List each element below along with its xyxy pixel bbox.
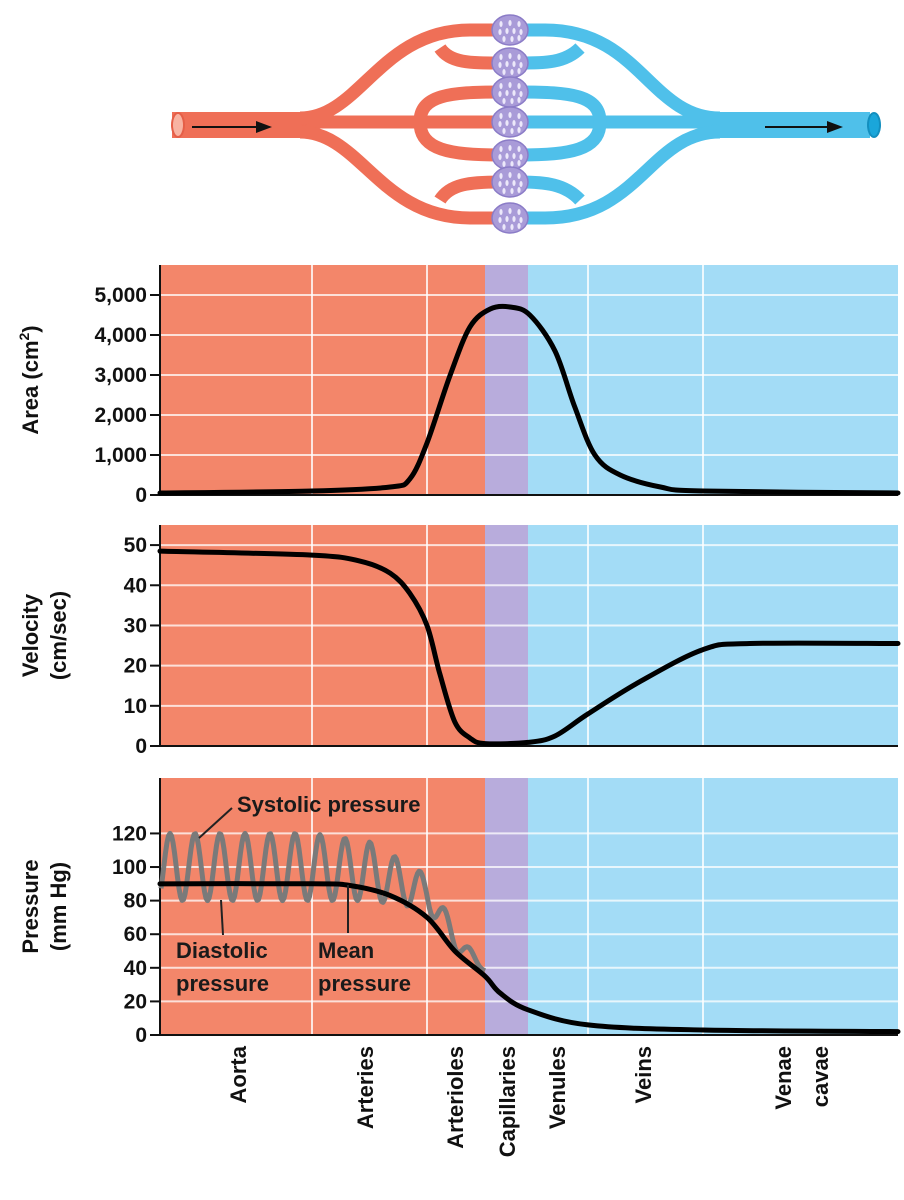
region-aorta	[160, 265, 312, 495]
arteriole-vessel	[413, 121, 501, 162]
region-arterioles	[427, 525, 485, 746]
systolic-pressure-label: Systolic pressure	[237, 792, 420, 817]
region-capillaries	[485, 525, 528, 746]
arteriole-vessel	[434, 175, 501, 204]
mean-pressure-label-line2: pressure	[318, 971, 411, 996]
pressure-chart: 0 20 40 60 80 100 120 Pressure (mm Hg) Systolic p…	[18, 778, 901, 1047]
vessel-diagram	[171, 14, 881, 234]
category-label-arterioles: Arterioles	[443, 1046, 468, 1149]
charts: 0 1,000 2,000 3,000 4,000 5,000 Area (cm2) 0 10 2…	[16, 265, 901, 1047]
y-axis-label-end: )	[18, 325, 43, 332]
region-arteries	[312, 265, 427, 495]
vena-cava-opening	[867, 112, 881, 138]
aorta-opening	[171, 112, 185, 138]
y-axis-label-text: Area (cm	[18, 340, 43, 434]
arteriole-vessel	[413, 85, 501, 123]
area-chart: 0 1,000 2,000 3,000 4,000 5,000 Area (cm2)	[16, 265, 901, 507]
venule-vessel	[519, 43, 585, 70]
region-venules	[528, 265, 588, 495]
y-tick-label: 120	[112, 822, 147, 845]
category-label-capillaries: Capillaries	[495, 1046, 520, 1157]
venule-vessel	[520, 125, 721, 225]
region-capillaries	[485, 265, 528, 495]
y-tick-label: 20	[124, 655, 147, 678]
y-tick-label: 80	[124, 890, 147, 913]
region-veins	[588, 525, 703, 746]
flow-arrow-icon	[192, 121, 272, 133]
region-venules	[528, 778, 588, 1035]
region-arterioles	[427, 778, 485, 1035]
region-veins	[588, 265, 703, 495]
diastolic-pressure-label-line2: pressure	[176, 971, 269, 996]
capillary-bed	[491, 76, 529, 108]
capillary-bed	[491, 139, 529, 171]
category-label-venules: Venules	[545, 1046, 570, 1129]
curve-line	[157, 548, 901, 747]
y-tick-label: 50	[124, 534, 147, 557]
y-tick-label: 100	[112, 856, 147, 879]
y-axis-label-line2: (cm/sec)	[46, 591, 71, 680]
arteriole-vessel	[434, 43, 501, 70]
y-tick-label: 0	[135, 484, 147, 507]
flow-arrow-icon	[765, 121, 843, 133]
category-label-venae-cavae: Venae	[771, 1046, 796, 1110]
y-axis-label-superscript: 2	[16, 332, 32, 340]
region-veins	[588, 778, 703, 1035]
y-axis-label: Area (cm2)	[16, 325, 43, 434]
arteriole-vessel	[299, 125, 500, 225]
venule-vessel	[519, 121, 607, 162]
y-tick-label: 40	[124, 574, 147, 597]
y-tick-label: 20	[124, 990, 147, 1013]
y-tick-label: 5,000	[94, 284, 147, 307]
capillary-bed	[491, 14, 529, 46]
venule-vessel	[519, 175, 585, 205]
region-aorta	[160, 525, 312, 746]
y-axis-label-line2: (mm Hg)	[46, 862, 71, 951]
annotations: Systolic pressure Diastolic pressure Mean pr…	[176, 792, 420, 996]
mean-pressure-label: Mean	[318, 938, 374, 963]
y-tick-label: 2,000	[94, 404, 147, 427]
y-axis-label: Pressure	[18, 859, 43, 953]
venule-vessel	[520, 23, 721, 125]
region-venules	[528, 525, 588, 746]
systolic-leader-line	[198, 807, 233, 839]
capillary-bed	[491, 47, 529, 79]
y-tick-label: 4,000	[94, 324, 147, 347]
curve-line	[157, 303, 901, 496]
y-tick-label: 0	[135, 1024, 147, 1047]
velocity-chart: 0 10 20 30 40 50 Velocity (cm/sec)	[18, 525, 901, 758]
y-tick-label: 60	[124, 923, 147, 946]
y-tick-label: 3,000	[94, 364, 147, 387]
y-tick-label: 10	[124, 695, 147, 718]
capillary-bed	[491, 106, 529, 138]
region-aorta	[160, 778, 312, 1035]
mean-pressure-line	[157, 881, 901, 1035]
y-tick-label: 0	[135, 735, 147, 758]
y-tick-label: 30	[124, 614, 147, 637]
y-tick-label: 1,000	[94, 444, 147, 467]
y-tick-label: 40	[124, 957, 147, 980]
region-venae-cavae	[703, 265, 898, 495]
category-label-veins: Veins	[631, 1046, 656, 1103]
region-arterioles	[427, 265, 485, 495]
category-label-arteries: Arteries	[353, 1046, 378, 1129]
venule-vessel	[519, 85, 607, 123]
region-capillaries	[485, 778, 528, 1035]
capillary-bed	[491, 202, 529, 234]
category-label-aorta: Aorta	[226, 1045, 251, 1103]
y-axis-label: Velocity	[18, 593, 43, 677]
capillary-bed	[491, 166, 529, 198]
diastolic-leader-line	[220, 899, 224, 936]
region-venae-cavae	[703, 778, 898, 1035]
diastolic-pressure-label: Diastolic	[176, 938, 268, 963]
category-label-venae-cavae: cavae	[808, 1046, 833, 1107]
region-venae-cavae	[703, 525, 898, 746]
arteriole-vessel	[299, 23, 500, 125]
category-labels: Aorta Arteries Arterioles Capillaries Venule…	[226, 1045, 833, 1157]
systolic-diastolic-pulse-line	[158, 830, 487, 974]
